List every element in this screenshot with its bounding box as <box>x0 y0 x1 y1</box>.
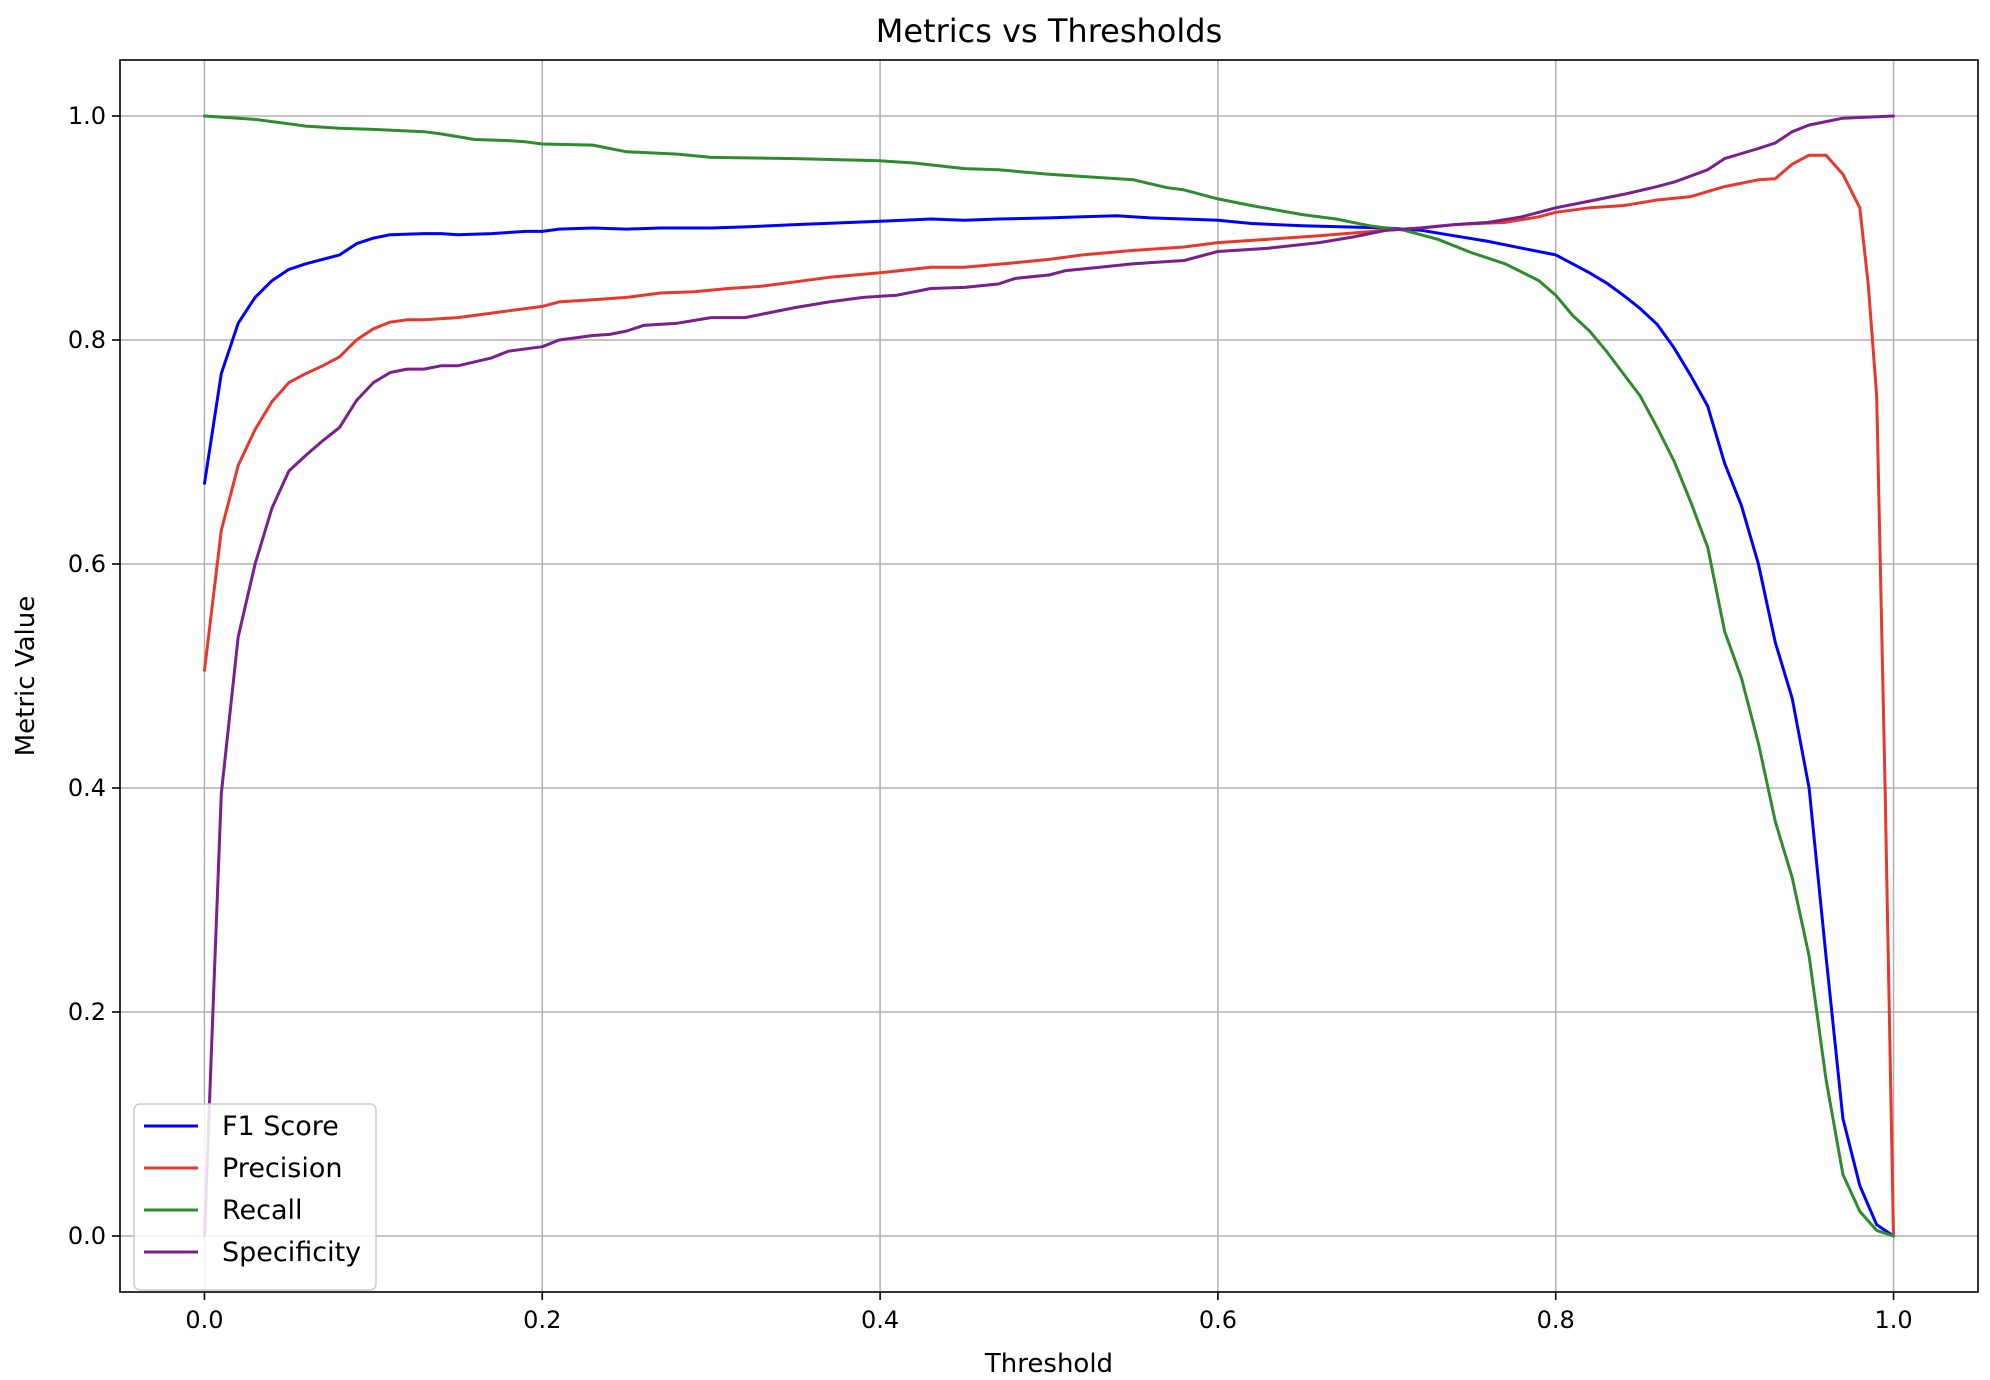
x-tick-label: 0.4 <box>861 1306 899 1334</box>
x-tick-label: 0.6 <box>1199 1306 1237 1334</box>
legend-label: Recall <box>222 1195 303 1226</box>
x-tick-label: 1.0 <box>1874 1306 1912 1334</box>
legend-label: F1 Score <box>222 1111 339 1142</box>
series-line-specificity <box>203 114 1895 1238</box>
plot-area-frame <box>119 59 1979 1293</box>
x-axis-title: Threshold <box>984 1349 1113 1379</box>
legend: F1 Score Precision Recall Specificity <box>133 1103 377 1291</box>
series-lines <box>203 114 1895 1238</box>
legend-box <box>133 1103 377 1291</box>
series-line-f1-score <box>203 214 1895 1238</box>
y-axis-title: Metric Value <box>11 596 41 757</box>
y-tick-label: 0.2 <box>68 998 106 1026</box>
y-tick-label: 1.0 <box>68 102 106 130</box>
x-tick-label: 0.8 <box>1537 1306 1575 1334</box>
series-line-recall <box>203 114 1895 1238</box>
series-line-precision <box>203 153 1895 1238</box>
axis-ticks: 0.0 0.2 0.4 0.6 0.8 1.0 0.0 0.2 0.4 0.6 0.8 1.0 <box>68 102 1913 1334</box>
y-tick-label: 0.0 <box>68 1222 106 1250</box>
y-tick-label: 0.4 <box>68 774 106 802</box>
legend-label: Specificity <box>222 1237 361 1268</box>
x-tick-label: 0.2 <box>523 1306 561 1334</box>
x-tick-label: 0.0 <box>185 1306 223 1334</box>
legend-label: Precision <box>222 1153 342 1184</box>
y-tick-label: 0.8 <box>68 326 106 354</box>
y-tick-label: 0.6 <box>68 550 106 578</box>
chart-title: Metrics vs Thresholds <box>876 12 1222 50</box>
